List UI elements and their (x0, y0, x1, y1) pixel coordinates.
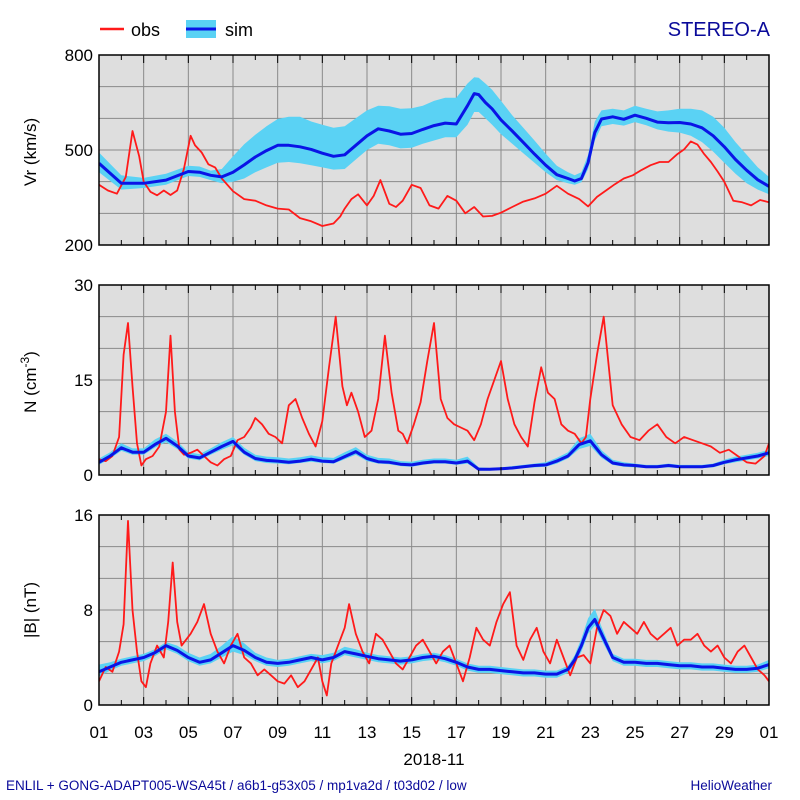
spacecraft-title: STEREO-A (668, 19, 771, 41)
x-tick-label: 09 (268, 723, 287, 742)
x-axis-ticks: 01 03 05 07 09 11 13 15 17 19 21 23 25 27 29 01 (90, 723, 779, 742)
ylabel-density-sup: -3 (18, 357, 32, 368)
x-tick-label: 01 (760, 723, 779, 742)
x-tick-label: 23 (581, 723, 600, 742)
density-ytick-label: 0 (84, 466, 93, 485)
density-ytick-label: 30 (74, 276, 93, 295)
x-tick-label: 05 (179, 723, 198, 742)
x-tick-label: 11 (314, 723, 332, 742)
legend-obs-label: obs (131, 20, 160, 40)
vr-ytick-label: 800 (65, 46, 93, 65)
model-description: ENLIL + GONG-ADAPT005-WSA45t / a6b1-g53x… (6, 778, 467, 793)
x-tick-label: 15 (402, 723, 421, 742)
panel-magnetic-field: 0 8 16 (74, 506, 770, 715)
vr-obs-line (99, 130, 769, 227)
vr-series (99, 77, 769, 227)
ylabel-density-tail: ) (21, 351, 40, 357)
x-axis-label: 2018-11 (403, 750, 464, 769)
x-tick-label: 27 (670, 723, 689, 742)
x-tick-label: 03 (134, 723, 153, 742)
magnetic-field-sim-band (99, 608, 769, 678)
magnetic-field-sim-line (99, 618, 769, 676)
ylabel-density: N (cm-3) (18, 351, 40, 413)
ylabel-magnetic-field: |B| (nT) (21, 582, 40, 638)
credit-label: HelioWeather (690, 778, 772, 793)
density-ytick-label: 15 (74, 371, 93, 390)
x-tick-label: 19 (492, 723, 511, 742)
x-tick-label: 07 (224, 723, 243, 742)
x-tick-label: 13 (358, 723, 377, 742)
legend-sim-label: sim (225, 20, 253, 40)
vr-ytick-label: 500 (65, 141, 93, 160)
x-tick-label: 01 (90, 723, 109, 742)
vr-sim-band (99, 77, 769, 195)
ylabel-vr: Vr (km/s) (21, 118, 40, 186)
magnetic-field-ytick-label: 0 (84, 696, 93, 715)
magnetic-field-obs-line (99, 520, 769, 697)
vr-sim-line (99, 92, 769, 188)
x-tick-label: 29 (715, 723, 734, 742)
x-tick-label: 21 (536, 723, 555, 742)
magnetic-field-ytick-label: 8 (84, 601, 93, 620)
vr-ytick-label: 200 (65, 236, 93, 255)
x-tick-label: 25 (626, 723, 645, 742)
density-sim-line (99, 436, 769, 471)
panel-density: 0 15 30 (74, 276, 770, 485)
ylabel-density-main: N (cm (21, 368, 40, 413)
legend: obs sim (100, 20, 253, 40)
magnetic-field-ytick-label: 16 (74, 506, 93, 525)
density-series (99, 315, 769, 471)
density-obs-line (99, 315, 769, 467)
magnetic-field-series (99, 520, 769, 697)
x-tick-label: 17 (447, 723, 466, 742)
panel-vr: 200 500 800 (65, 46, 770, 255)
